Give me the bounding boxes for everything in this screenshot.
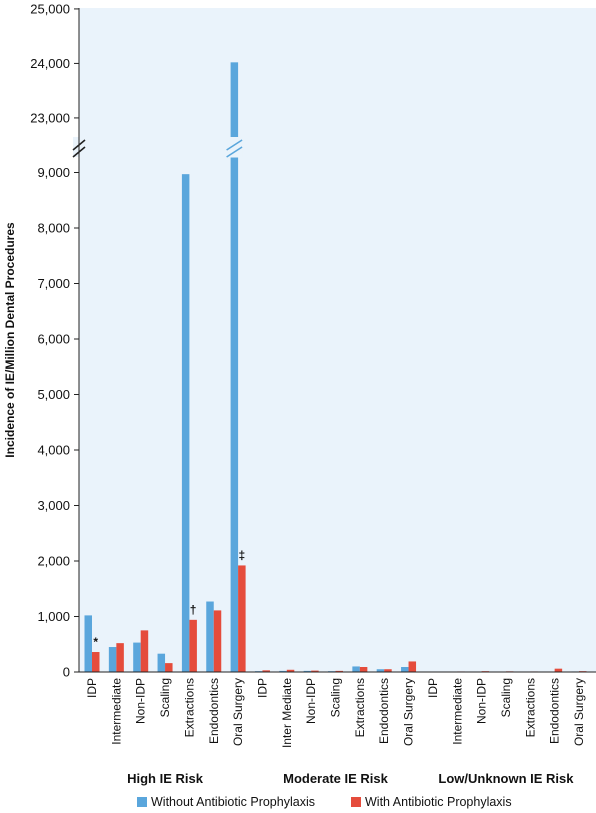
category-label: Extractions — [523, 678, 537, 737]
y-tick-label: 0 — [63, 665, 70, 680]
category-label: Oral Surgery — [572, 678, 586, 746]
y-axis-label: Incidence of IE/Million Dental Procedure… — [3, 222, 17, 458]
bar-without-prophylaxis — [108, 647, 117, 672]
y-tick-label: 24,000 — [30, 56, 70, 71]
bar-with-prophylaxis — [335, 670, 343, 672]
bar-without-prophylaxis — [230, 157, 239, 672]
category-label: Inter Mediate — [280, 678, 294, 748]
significance-marker: ‡ — [239, 548, 246, 562]
y-tick-label: 25,000 — [30, 1, 70, 16]
bar-with-prophylaxis — [116, 643, 124, 672]
category-label: Oral Surgery — [231, 678, 245, 746]
legend: Without Antibiotic Prophylaxis With Anti… — [137, 795, 512, 809]
group-label: Moderate IE Risk — [283, 771, 389, 786]
category-label: Endodontics — [548, 678, 562, 744]
group-labels: High IE Risk Moderate IE Risk Low/Unknown … — [127, 771, 574, 786]
category-label: Non-IDP — [304, 678, 318, 724]
bar-with-prophylaxis — [140, 630, 149, 672]
y-tick-label: 5,000 — [37, 387, 70, 402]
break-slash — [226, 139, 243, 151]
bar-with-prophylaxis — [92, 652, 100, 672]
significance-marker: † — [190, 603, 197, 617]
bar-with-prophylaxis — [311, 670, 319, 672]
category-label: Endodontics — [377, 678, 391, 744]
category-label: IDP — [426, 678, 440, 698]
y-tick-label: 1,000 — [37, 609, 70, 624]
category-label: IDP — [85, 678, 99, 698]
bar-with-prophylaxis — [286, 669, 295, 672]
break-gap — [226, 137, 243, 157]
category-label: Extractions — [353, 678, 367, 737]
significance-annotations: * † ‡ — [93, 548, 245, 649]
bar-without-prophylaxis — [352, 666, 360, 672]
y-tick-label: 6,000 — [37, 332, 70, 347]
category-label: IDP — [255, 678, 269, 698]
bar-with-prophylaxis — [554, 668, 563, 672]
bar-with-prophylaxis — [408, 661, 417, 672]
bar-with-prophylaxis — [238, 565, 246, 672]
category-label: Endodontics — [207, 678, 221, 744]
bar-with-prophylaxis — [165, 663, 173, 672]
bar-without-prophylaxis — [376, 669, 385, 672]
y-tick-label: 8,000 — [37, 221, 70, 236]
legend-swatch-with — [351, 797, 361, 807]
plot-background — [79, 8, 596, 672]
bar-with-prophylaxis — [189, 619, 197, 672]
bar-with-prophylaxis — [359, 667, 368, 672]
legend-label-without: Without Antibiotic Prophylaxis — [151, 795, 315, 809]
group-label: High IE Risk — [127, 771, 204, 786]
y-tick-label: 2,000 — [37, 554, 70, 569]
category-label: Intermediate — [109, 678, 123, 745]
y-tick-label: 7,000 — [37, 276, 70, 291]
bar-with-prophylaxis — [262, 670, 270, 672]
bar-without-prophylaxis — [181, 174, 190, 673]
category-label: Scaling — [329, 678, 343, 717]
y-tick-label: 4,000 — [37, 443, 70, 458]
category-label: Non-IDP — [475, 678, 489, 724]
y-tick-label: 23,000 — [30, 110, 70, 125]
bar-with-prophylaxis — [384, 669, 392, 672]
bar-without-prophylaxis — [303, 670, 312, 672]
break-slash — [226, 146, 243, 158]
category-label: Oral Surgery — [402, 678, 416, 746]
bar-without-prophylaxis — [157, 653, 166, 672]
bar-without-prophylaxis — [206, 601, 214, 672]
group-label: Low/Unknown IE Risk — [438, 771, 574, 786]
significance-marker: * — [93, 635, 98, 649]
category-label: Scaling — [158, 678, 172, 717]
y-ticks: 0 1,000 2,000 3,000 4,000 5,000 6,000 7,000 8,00… — [30, 1, 79, 680]
bar-without-prophylaxis — [279, 670, 287, 672]
bar-with-prophylaxis — [213, 610, 222, 672]
category-label: Extractions — [182, 678, 196, 737]
legend-label-with: With Antibiotic Prophylaxis — [365, 795, 512, 809]
bar-without-prophylaxis — [84, 615, 92, 672]
category-label: Non-IDP — [134, 678, 148, 724]
bar-without-prophylaxis-upper — [230, 62, 239, 137]
bar-without-prophylaxis — [133, 642, 141, 672]
y-tick-label: 9,000 — [37, 165, 70, 180]
legend-swatch-without — [137, 797, 147, 807]
category-label: Scaling — [499, 678, 513, 717]
category-labels: IDP Intermediate Non-IDP Scaling Extractions… — [85, 678, 586, 748]
bar-without-prophylaxis — [401, 667, 409, 672]
category-label: Intermediate — [450, 678, 464, 745]
y-tick-label: 3,000 — [37, 498, 70, 513]
